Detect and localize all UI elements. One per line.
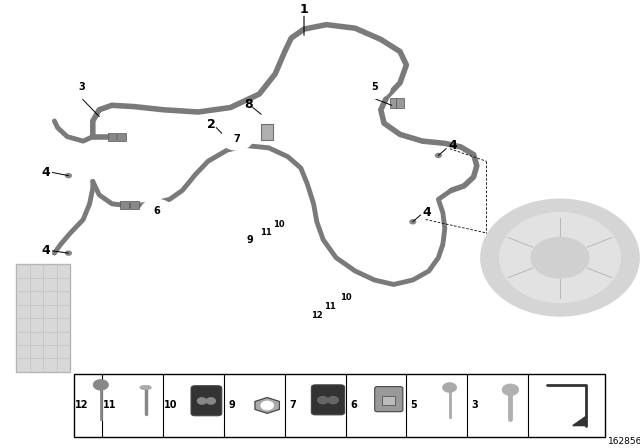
Circle shape [261, 401, 274, 410]
Circle shape [198, 398, 206, 404]
Bar [117, 133, 126, 141]
Ellipse shape [481, 199, 639, 316]
Text: 10: 10 [273, 220, 284, 228]
Text: 5: 5 [371, 82, 378, 92]
Bar [390, 98, 397, 108]
Text: 2: 2 [207, 118, 216, 131]
Circle shape [250, 222, 282, 244]
Text: 4: 4 [448, 139, 457, 152]
Text: 7: 7 [234, 134, 240, 144]
Text: 4: 4 [41, 166, 50, 179]
Text: 1: 1 [300, 3, 308, 17]
Circle shape [433, 151, 444, 159]
Bar [383, 396, 396, 405]
Circle shape [262, 213, 294, 235]
Circle shape [407, 218, 419, 226]
Circle shape [93, 379, 108, 390]
Text: 11: 11 [324, 302, 335, 311]
FancyBboxPatch shape [375, 387, 403, 412]
Circle shape [330, 287, 362, 309]
Bar [130, 201, 139, 209]
Bar [120, 201, 129, 209]
Text: 11: 11 [260, 228, 271, 237]
Text: 162856: 162856 [608, 437, 640, 446]
Bar [108, 133, 116, 141]
Bar [74, 374, 605, 437]
Circle shape [63, 249, 74, 257]
Circle shape [436, 153, 442, 158]
Text: 3: 3 [79, 82, 85, 92]
Text: 8: 8 [244, 98, 253, 111]
Circle shape [314, 296, 346, 318]
Circle shape [443, 383, 457, 392]
Circle shape [66, 76, 98, 99]
Text: 10: 10 [164, 401, 178, 410]
Text: 12: 12 [74, 401, 88, 410]
Circle shape [318, 396, 328, 404]
Circle shape [66, 251, 72, 255]
FancyBboxPatch shape [312, 385, 345, 415]
Text: 6: 6 [154, 206, 160, 215]
Ellipse shape [500, 212, 620, 303]
Text: 11: 11 [103, 401, 117, 410]
Text: 4: 4 [41, 244, 50, 258]
Circle shape [221, 128, 253, 150]
Text: 9: 9 [246, 235, 253, 245]
Text: 10: 10 [340, 293, 351, 302]
Text: 7: 7 [289, 401, 296, 410]
Text: 12: 12 [311, 311, 323, 320]
Circle shape [531, 237, 589, 278]
Circle shape [502, 384, 519, 396]
Polygon shape [261, 124, 273, 140]
Text: 4: 4 [422, 206, 431, 220]
Text: 5: 5 [411, 401, 417, 410]
Polygon shape [255, 397, 280, 414]
Text: 6: 6 [350, 401, 356, 410]
Circle shape [410, 220, 416, 224]
Circle shape [63, 172, 74, 180]
Text: 9: 9 [228, 401, 235, 410]
Bar [16, 264, 70, 372]
Polygon shape [573, 417, 586, 426]
Circle shape [328, 396, 339, 404]
Circle shape [206, 398, 215, 404]
FancyBboxPatch shape [191, 386, 222, 416]
Circle shape [141, 199, 173, 222]
Circle shape [66, 173, 72, 178]
Circle shape [358, 76, 390, 99]
Bar [396, 98, 404, 108]
Ellipse shape [140, 385, 152, 390]
Circle shape [234, 228, 266, 251]
Circle shape [301, 305, 333, 327]
Text: 3: 3 [472, 401, 478, 410]
